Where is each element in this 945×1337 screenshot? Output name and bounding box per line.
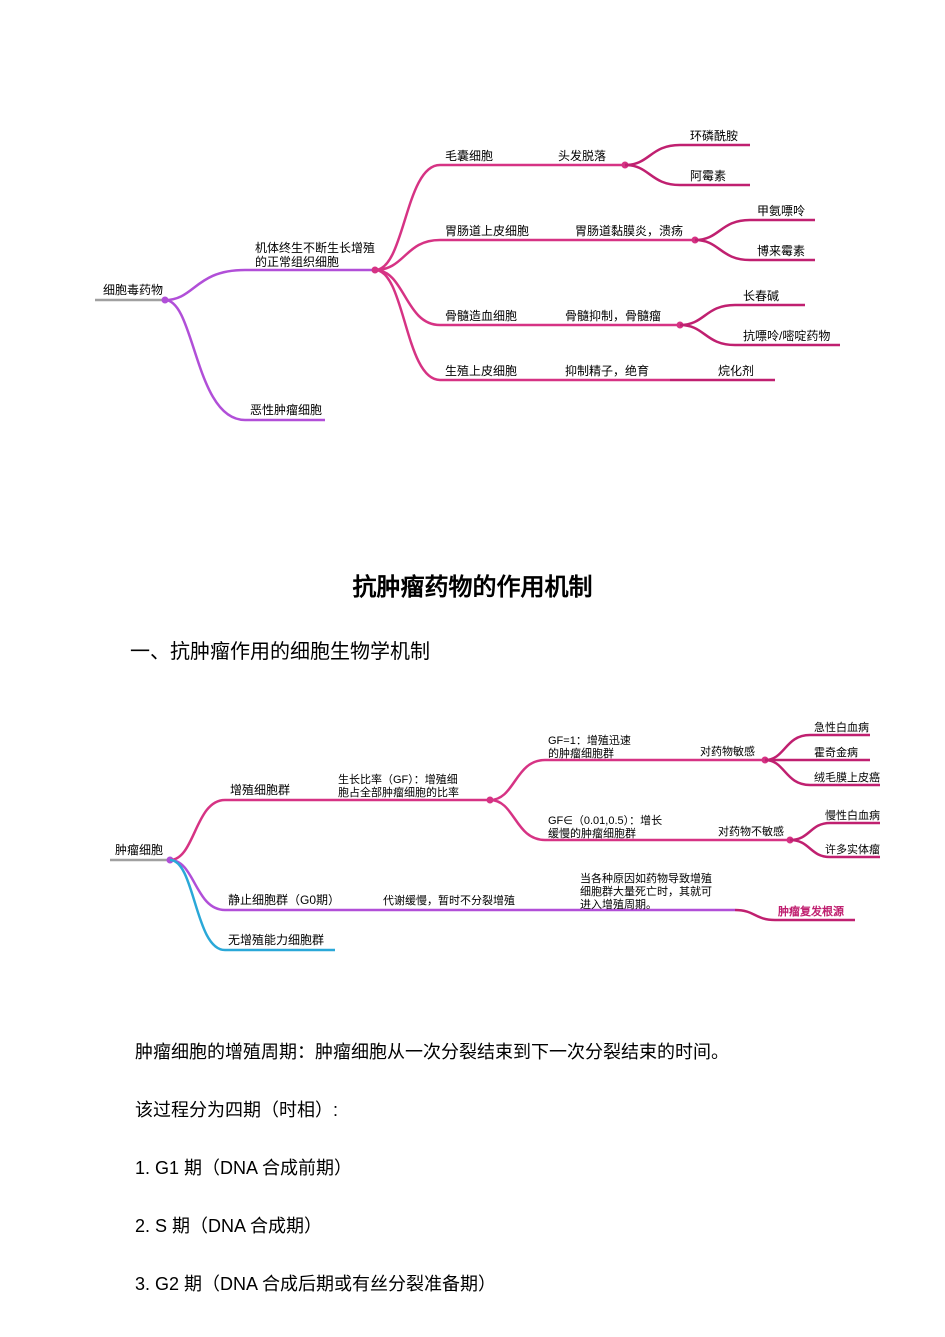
mm2-b-label: 静止细胞群（G0期） [228, 893, 340, 907]
mm2-c-label: 无增殖能力细胞群 [228, 932, 324, 947]
mm1-root: 细胞毒药物 [103, 283, 163, 297]
mm2-a2-l1b: 缓慢的肿瘤细胞群 [548, 826, 636, 840]
mm2-a2-leaf0: 慢性白血病 [825, 808, 880, 822]
mm2-a-sub-1: 生长比率（GF）：增殖细 [338, 772, 458, 786]
mm1-c3-leaf1: 抗嘌呤/嘧啶药物 [743, 328, 830, 343]
mm1-c4-leaf0: 烷化剂 [718, 363, 754, 378]
mm2-a1-leaf2: 绒毛膜上皮癌 [814, 770, 880, 784]
mm2-a1-l1b: 的肿瘤细胞群 [548, 746, 614, 760]
mm1-branch-b: 恶性肿瘤细胞 [250, 402, 322, 417]
mm2-b-notec: 进入增殖周期。 [580, 897, 657, 911]
mm1-c2-l1: 胃肠道上皮细胞 [445, 224, 529, 238]
mm2-b-sub: 代谢缓慢，暂时不分裂增殖 [383, 893, 515, 907]
mm1-c1-l2: 头发脱落 [558, 148, 606, 163]
page-title: 抗肿瘤药物的作用机制 [0, 567, 945, 602]
mm2-a1-l1a: GF=1：增殖迅速 [548, 733, 631, 747]
para-4: 3. G2 期（DNA 合成后期或有丝分裂准备期） [135, 1272, 496, 1297]
mm2-a2-l2: 对药物不敏感 [718, 824, 784, 838]
mm2-b-note-right: 肿瘤复发根源 [778, 904, 844, 918]
mm2-a2-leaf1: 许多实体瘤 [825, 842, 880, 856]
mm1-c3-leaf0: 长春碱 [743, 289, 779, 303]
para-0: 肿瘤细胞的增殖周期：肿瘤细胞从一次分裂结束到下一次分裂结束的时间。 [135, 1040, 729, 1065]
mm2-a1-l2: 对药物敏感 [700, 744, 755, 758]
mm1-c2-l2: 胃肠道黏膜炎，溃疡 [575, 223, 683, 238]
mm2-b-noteb: 细胞群大量死亡时，其就可 [580, 884, 712, 898]
mm1-c3-l2: 骨髓抑制，骨髓瘤 [565, 308, 661, 323]
mm1-c2-leaf0: 甲氨嘌呤 [757, 203, 805, 218]
para-1: 该过程分为四期（时相）: [135, 1098, 338, 1123]
section-heading: 一、抗肿瘤作用的细胞生物学机制 [130, 635, 430, 664]
mm2-a1-leaf1: 霍奇金病 [814, 745, 858, 759]
mm2-a2-l1a: GF∈（0.01,0.5）：增长 [548, 813, 662, 827]
mm2-a-sub-2: 胞占全部肿瘤细胞的比率 [338, 785, 459, 799]
mm1-c1-leaf0: 环磷酰胺 [690, 128, 738, 143]
mm1-c1-l1: 毛囊细胞 [445, 148, 493, 163]
mm1-branch-a-label-2: 的正常组织细胞 [255, 254, 339, 269]
mm1-c4-l1: 生殖上皮细胞 [445, 363, 517, 378]
page: 细胞毒药物 恶性肿瘤细胞 机体终生不断生长增殖 的正常组织细胞 毛囊细胞 头发脱… [0, 0, 945, 1337]
para-2: 1. G1 期（DNA 合成前期） [135, 1156, 352, 1181]
mm1-c1-leaf1: 阿霉素 [690, 169, 726, 183]
mm1-c3-l1: 骨髓造血细胞 [445, 309, 517, 323]
mm2-root: 肿瘤细胞 [115, 842, 163, 857]
para-3: 2. S 期（DNA 合成期） [135, 1214, 322, 1239]
mindmap-2: 肿瘤细胞 增殖细胞群 生长比率（GF）：增殖细 胞占全部肿瘤细胞的比率 GF=1… [110, 720, 880, 970]
mindmap-1: 细胞毒药物 恶性肿瘤细胞 机体终生不断生长增殖 的正常组织细胞 毛囊细胞 头发脱… [95, 120, 875, 470]
mm1-c4-l2: 抑制精子，绝育 [565, 363, 649, 378]
mm2-b-notea: 当各种原因如药物导致增殖 [580, 871, 712, 885]
mm1-c2-leaf1: 博来霉素 [757, 243, 805, 258]
mm1-branch-a-label-1: 机体终生不断生长增殖 [255, 240, 375, 255]
mm2-a1-leaf0: 急性白血病 [814, 720, 869, 734]
mm2-a-label: 增殖细胞群 [230, 782, 290, 797]
